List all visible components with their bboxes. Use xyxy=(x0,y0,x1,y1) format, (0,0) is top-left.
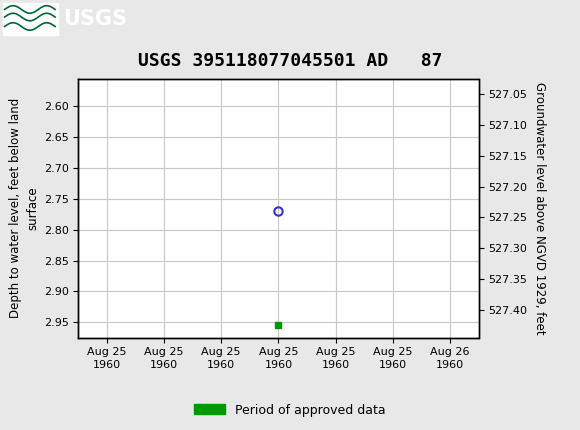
Y-axis label: Groundwater level above NGVD 1929, feet: Groundwater level above NGVD 1929, feet xyxy=(533,82,546,335)
Text: USGS: USGS xyxy=(63,9,126,29)
Y-axis label: Depth to water level, feet below land
surface: Depth to water level, feet below land su… xyxy=(9,98,39,318)
Text: USGS 395118077045501 AD   87: USGS 395118077045501 AD 87 xyxy=(138,52,442,71)
Legend: Period of approved data: Period of approved data xyxy=(189,399,391,421)
FancyBboxPatch shape xyxy=(3,3,58,35)
